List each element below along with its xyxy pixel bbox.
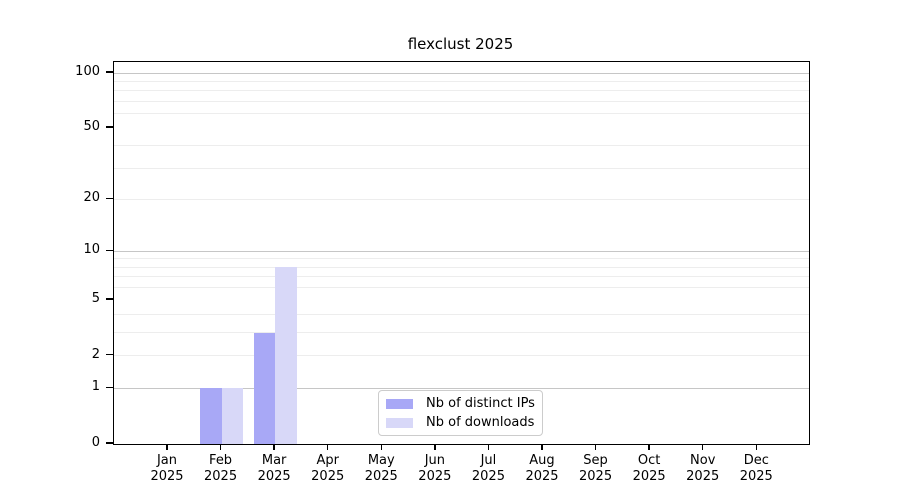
legend: Nb of distinct IPs Nb of downloads [378, 390, 543, 436]
y-tick-label: 10 [83, 242, 100, 258]
x-tick-mark [702, 444, 704, 451]
y-tick-mark [106, 442, 113, 444]
gridline-minor [114, 355, 809, 357]
bar-distinct-ips [253, 332, 276, 444]
x-tick-label: Feb 2025 [204, 453, 238, 484]
y-tick-label: 5 [91, 291, 100, 306]
gridline-minor [114, 287, 809, 289]
x-tick-mark [273, 444, 275, 451]
gridline-minor [114, 167, 809, 169]
gridline-major [114, 250, 809, 252]
y-tick-label: 1 [91, 379, 100, 395]
legend-label: Nb of distinct IPs [426, 396, 535, 411]
x-tick-mark [434, 444, 436, 451]
x-tick-mark [166, 444, 168, 451]
gridline-minor [114, 258, 809, 260]
bar-distinct-ips [200, 388, 222, 444]
gridline-minor [114, 100, 809, 102]
legend-item: Nb of downloads [386, 415, 536, 430]
x-tick-label: Mar 2025 [257, 453, 291, 484]
gridline-minor [114, 90, 809, 92]
x-tick-label: May 2025 [364, 453, 398, 484]
x-tick-mark [594, 444, 597, 451]
x-tick-label: Jun 2025 [418, 453, 452, 484]
gridline-minor [114, 113, 809, 115]
x-tick-label: Sep 2025 [579, 453, 613, 484]
y-tick-mark [106, 386, 113, 388]
x-tick-mark [755, 444, 757, 451]
bar-downloads [221, 388, 244, 444]
gridline-minor [114, 314, 809, 316]
gridline-minor [114, 145, 809, 147]
y-tick-label: 100 [75, 64, 100, 80]
gridline-major [114, 387, 809, 389]
y-tick-mark [106, 126, 113, 128]
y-tick-mark [106, 249, 113, 251]
legend-swatch [386, 417, 413, 428]
y-tick-mark [106, 354, 113, 356]
gridline-minor [114, 198, 809, 200]
legend-item: Nb of distinct IPs [386, 396, 536, 411]
x-tick-mark [541, 444, 543, 451]
x-tick-label: Oct 2025 [632, 453, 666, 484]
y-tick-mark [106, 298, 113, 300]
x-tick-label: Jul 2025 [471, 453, 505, 484]
legend-label: Nb of downloads [426, 415, 535, 430]
x-tick-mark [219, 444, 222, 451]
x-tick-label: Jan 2025 [150, 453, 184, 484]
gridline-minor [114, 81, 809, 82]
x-tick-label: Nov 2025 [686, 453, 720, 484]
y-tick-label: 2 [91, 346, 100, 362]
y-tick-mark [106, 71, 113, 73]
gridline-minor [114, 276, 809, 278]
x-tick-mark [327, 444, 329, 451]
x-tick-mark [380, 444, 382, 451]
legend-swatch [386, 398, 413, 409]
x-tick-mark [648, 444, 650, 451]
gridline-major [114, 72, 809, 74]
x-tick-mark [487, 444, 490, 451]
gridline-minor [114, 266, 809, 268]
bar-downloads [275, 267, 297, 444]
y-tick-label: 50 [83, 119, 100, 135]
y-tick-label: 20 [83, 190, 100, 206]
x-tick-label: Dec 2025 [739, 453, 773, 484]
chart-title: flexclust 2025 [407, 35, 514, 53]
y-tick-mark [106, 197, 113, 200]
x-tick-label: Apr 2025 [311, 453, 345, 484]
plot-area [113, 61, 810, 445]
y-tick-label: 0 [91, 435, 100, 450]
x-tick-label: Aug 2025 [525, 453, 559, 484]
gridline-minor [114, 332, 809, 334]
